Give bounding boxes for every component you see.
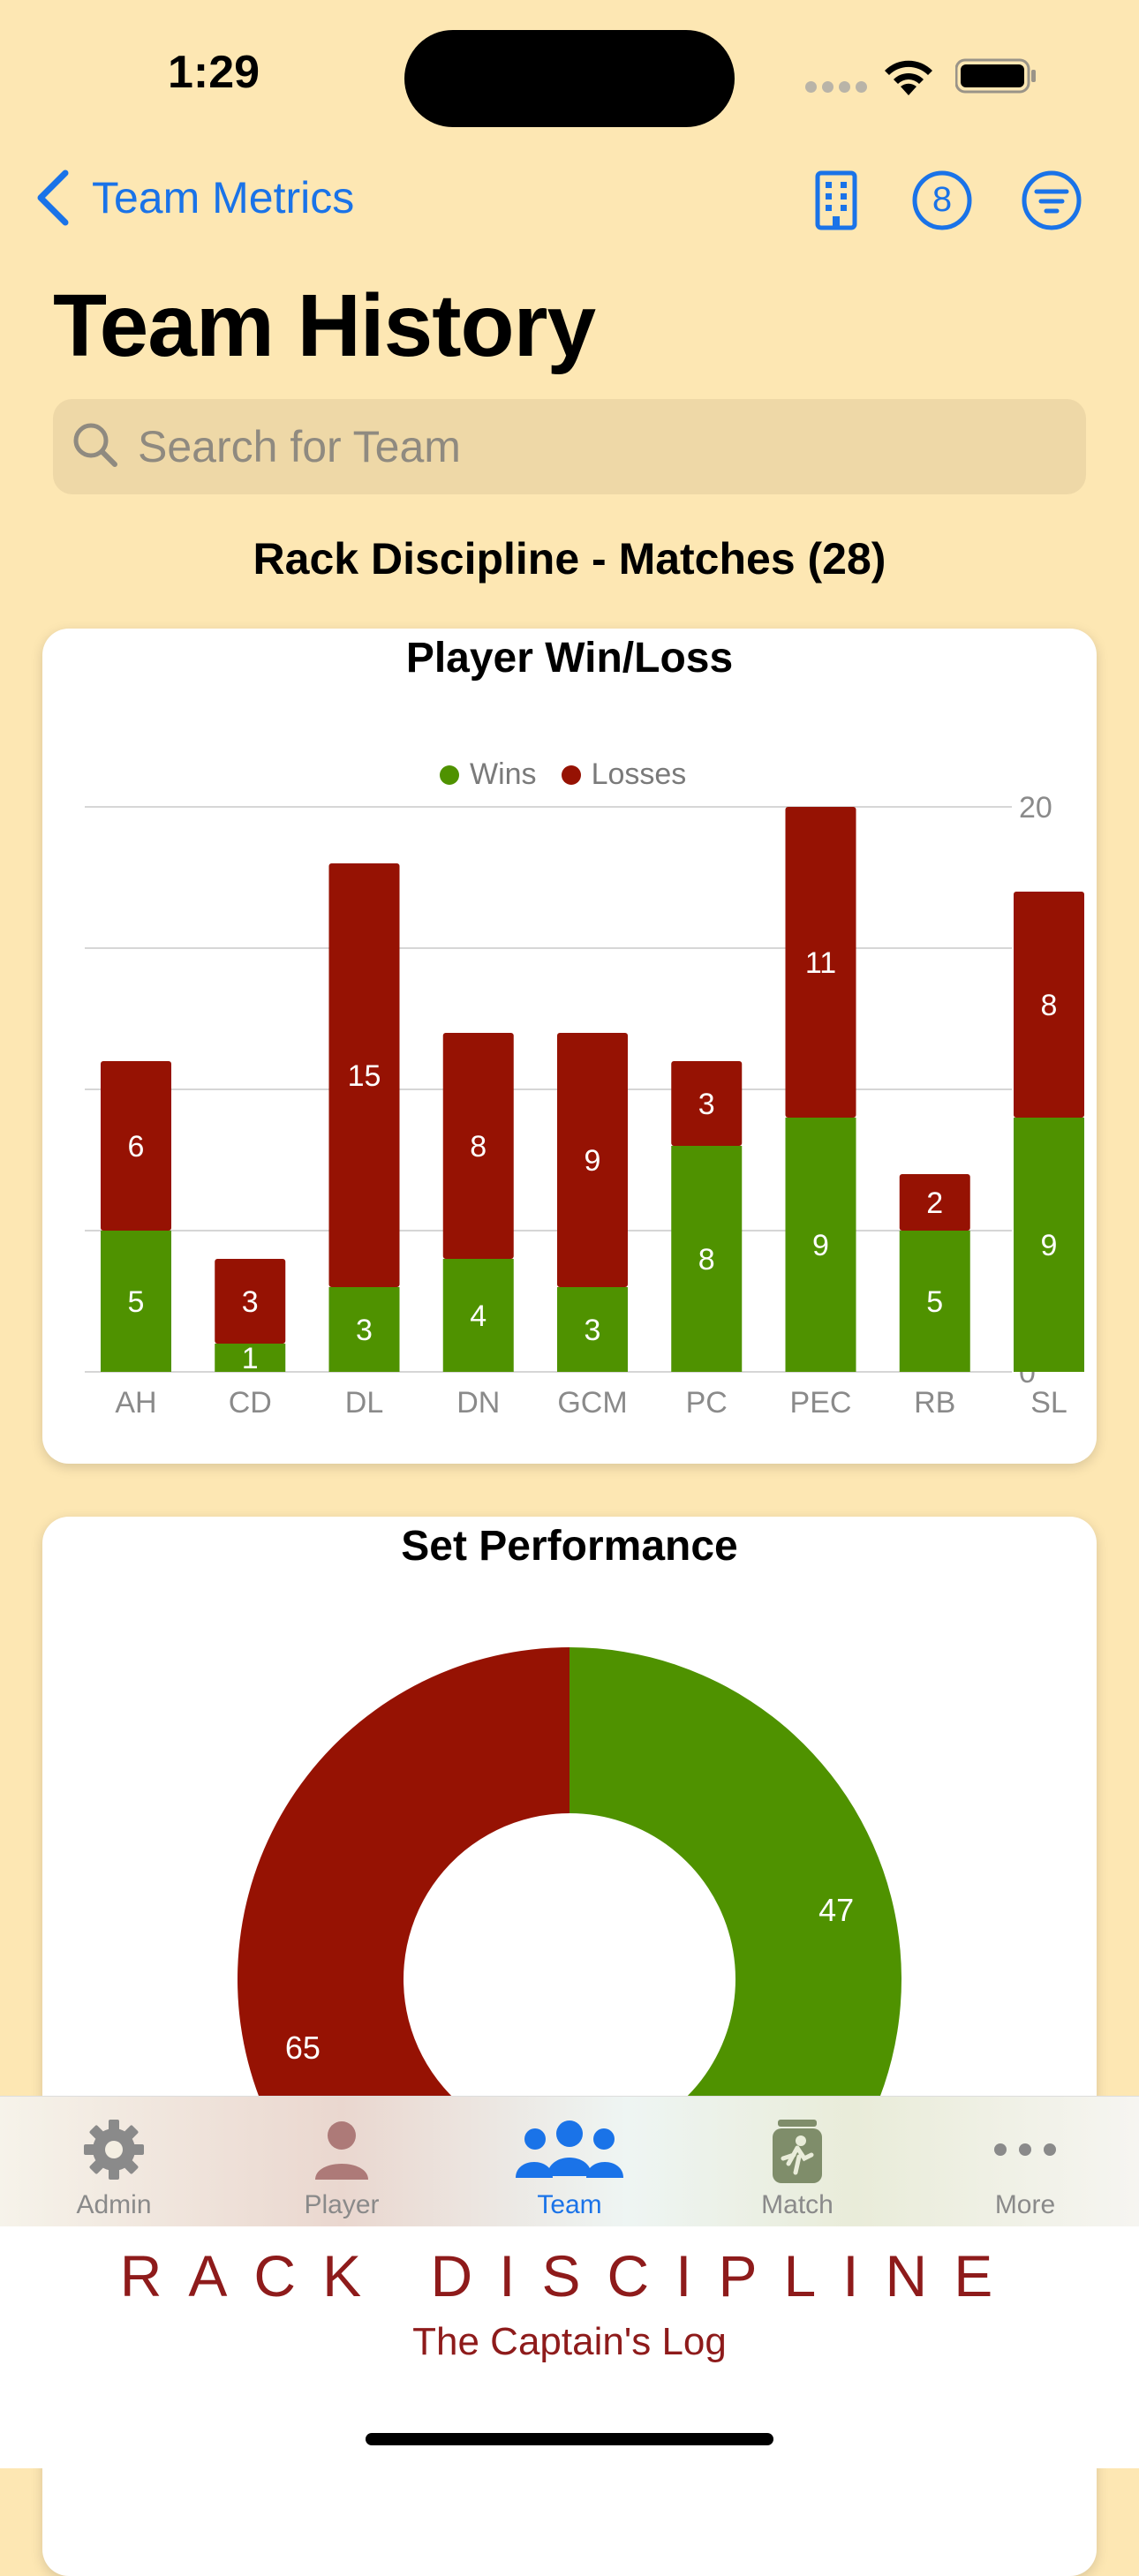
bar-wins-pc (671, 1146, 743, 1372)
bar-wins-sl (1014, 1118, 1084, 1372)
x-category-label: PEC (790, 1386, 852, 1420)
win-loss-bar-chart: 0510152056AH13CD315DL48DN39GCM83PC911PEC… (85, 791, 1084, 1420)
bar-wins-rb (899, 1231, 970, 1372)
bar-wins-dl (328, 1287, 400, 1372)
bar-value-label: 4 (470, 1299, 487, 1333)
bar-wins-cd (215, 1344, 286, 1372)
tab-label: More (994, 2190, 1056, 2219)
search-input[interactable] (136, 415, 934, 478)
tab-more[interactable]: More (911, 2097, 1139, 2227)
brand-tagline: The Captain's Log (412, 2320, 727, 2363)
page-title: Team History (53, 276, 596, 375)
set-performance-title: Set Performance (401, 1523, 738, 1570)
x-category-label: GCM (557, 1386, 627, 1420)
bar-losses-dl (328, 863, 400, 1287)
chevron-left-icon (37, 169, 69, 226)
bar-value-label: 8 (698, 1243, 715, 1277)
ellipsis-icon (994, 2143, 1056, 2156)
bar-value-label: 5 (926, 1285, 943, 1319)
x-category-label: DL (345, 1386, 383, 1420)
tab-player[interactable]: Player (228, 2097, 456, 2227)
search-icon (73, 423, 117, 467)
x-category-label: RB (914, 1386, 955, 1420)
bar-losses-pec (785, 807, 856, 1118)
back-button[interactable]: Team Metrics (32, 168, 354, 228)
x-category-label: PC (686, 1386, 728, 1420)
tab-admin[interactable]: Admin (0, 2097, 228, 2227)
bar-wins-pec (785, 1118, 856, 1372)
bar-losses-dn (442, 1033, 514, 1259)
bar-value-label: 15 (348, 1059, 381, 1093)
y-tick-label: 20 (1019, 791, 1052, 825)
bar-value-label: 3 (585, 1314, 601, 1347)
bar-value-label: 9 (1041, 1229, 1058, 1262)
tab-bar: Admin Player Team Match More (0, 2096, 1139, 2227)
back-button-label: Team Metrics (92, 173, 355, 222)
bar-value-label: 3 (356, 1314, 373, 1347)
tab-label: Team (537, 2190, 602, 2219)
bar-wins-gcm (557, 1287, 628, 1372)
building-icon[interactable] (805, 169, 867, 231)
bar-value-label: 2 (926, 1186, 943, 1220)
bar-losses-gcm (557, 1033, 628, 1287)
donut-value-label: 47 (818, 1892, 854, 1928)
home-indicator (366, 2433, 773, 2445)
tab-team[interactable]: Team (456, 2097, 683, 2227)
wifi-icon (885, 60, 932, 95)
bar-value-label: 6 (128, 1130, 145, 1164)
legend-wins-label: Wins (470, 757, 537, 791)
people-icon (516, 2120, 623, 2178)
person-icon (315, 2121, 368, 2180)
badge-number: 8 (932, 180, 953, 219)
bar-value-label: 3 (242, 1285, 259, 1319)
tab-label: Player (304, 2190, 380, 2219)
tab-label: Admin (76, 2190, 152, 2219)
donut-value-label: 65 (285, 2030, 321, 2066)
status-time: 1:29 (168, 47, 260, 98)
gear-icon (84, 2120, 144, 2180)
brand-name: RACK DISCIPLINE (119, 2243, 1020, 2309)
bar-wins-dn (442, 1259, 514, 1372)
cellular-signal-icon (805, 81, 872, 97)
battery-icon (955, 58, 1036, 94)
bar-value-label: 8 (1041, 989, 1058, 1022)
filter-circle-icon[interactable] (1021, 169, 1082, 231)
bar-wins-ah (101, 1231, 171, 1372)
bar-losses-pc (671, 1061, 743, 1146)
footer (0, 2226, 1139, 2468)
bar-losses-cd (215, 1259, 286, 1344)
legend-losses-label: Losses (591, 757, 687, 791)
legend-wins-swatch (440, 765, 459, 785)
bar-losses-ah (101, 1061, 171, 1231)
bar-value-label: 9 (812, 1229, 829, 1262)
bar-value-label: 8 (470, 1130, 487, 1164)
x-category-label: CD (229, 1386, 272, 1420)
bar-value-label: 11 (805, 946, 836, 980)
legend-wins: Wins (440, 757, 537, 792)
tab-label: Match (761, 2190, 834, 2219)
bar-value-label: 9 (585, 1144, 601, 1178)
player-win-loss-card: Player Win/Loss Wins Losses 0510152056AH… (42, 629, 1097, 1464)
number-8-circle-icon[interactable]: 8 (911, 169, 973, 231)
x-category-label: SL (1030, 1386, 1067, 1420)
tab-match[interactable]: Match (683, 2097, 911, 2227)
bar-value-label: 3 (698, 1088, 715, 1121)
dynamic-island (404, 30, 735, 127)
bar-value-label: 1 (242, 1342, 259, 1375)
bar-losses-sl (1014, 892, 1084, 1118)
win-loss-chart-title: Player Win/Loss (405, 635, 734, 682)
legend-losses-swatch (561, 765, 581, 785)
bar-value-label: 5 (128, 1285, 145, 1319)
legend-losses: Losses (561, 757, 687, 792)
scoreboard-icon (773, 2120, 822, 2183)
x-category-label: AH (115, 1386, 156, 1420)
x-category-label: DN (456, 1386, 500, 1420)
team-matches-heading: Rack Discipline - Matches (28) (253, 534, 886, 584)
chart-legend: Wins Losses (440, 757, 711, 792)
bar-losses-rb (899, 1174, 970, 1231)
